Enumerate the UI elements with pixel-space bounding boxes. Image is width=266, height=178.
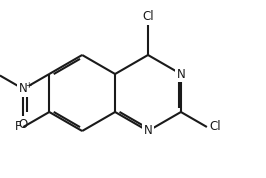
Text: O: O: [19, 118, 28, 131]
Text: N: N: [177, 67, 185, 80]
Text: N: N: [19, 82, 28, 96]
Text: F: F: [15, 121, 21, 134]
Text: Cl: Cl: [142, 10, 154, 23]
Text: Cl: Cl: [209, 121, 221, 134]
Text: +: +: [25, 80, 31, 90]
Text: N: N: [144, 124, 152, 137]
